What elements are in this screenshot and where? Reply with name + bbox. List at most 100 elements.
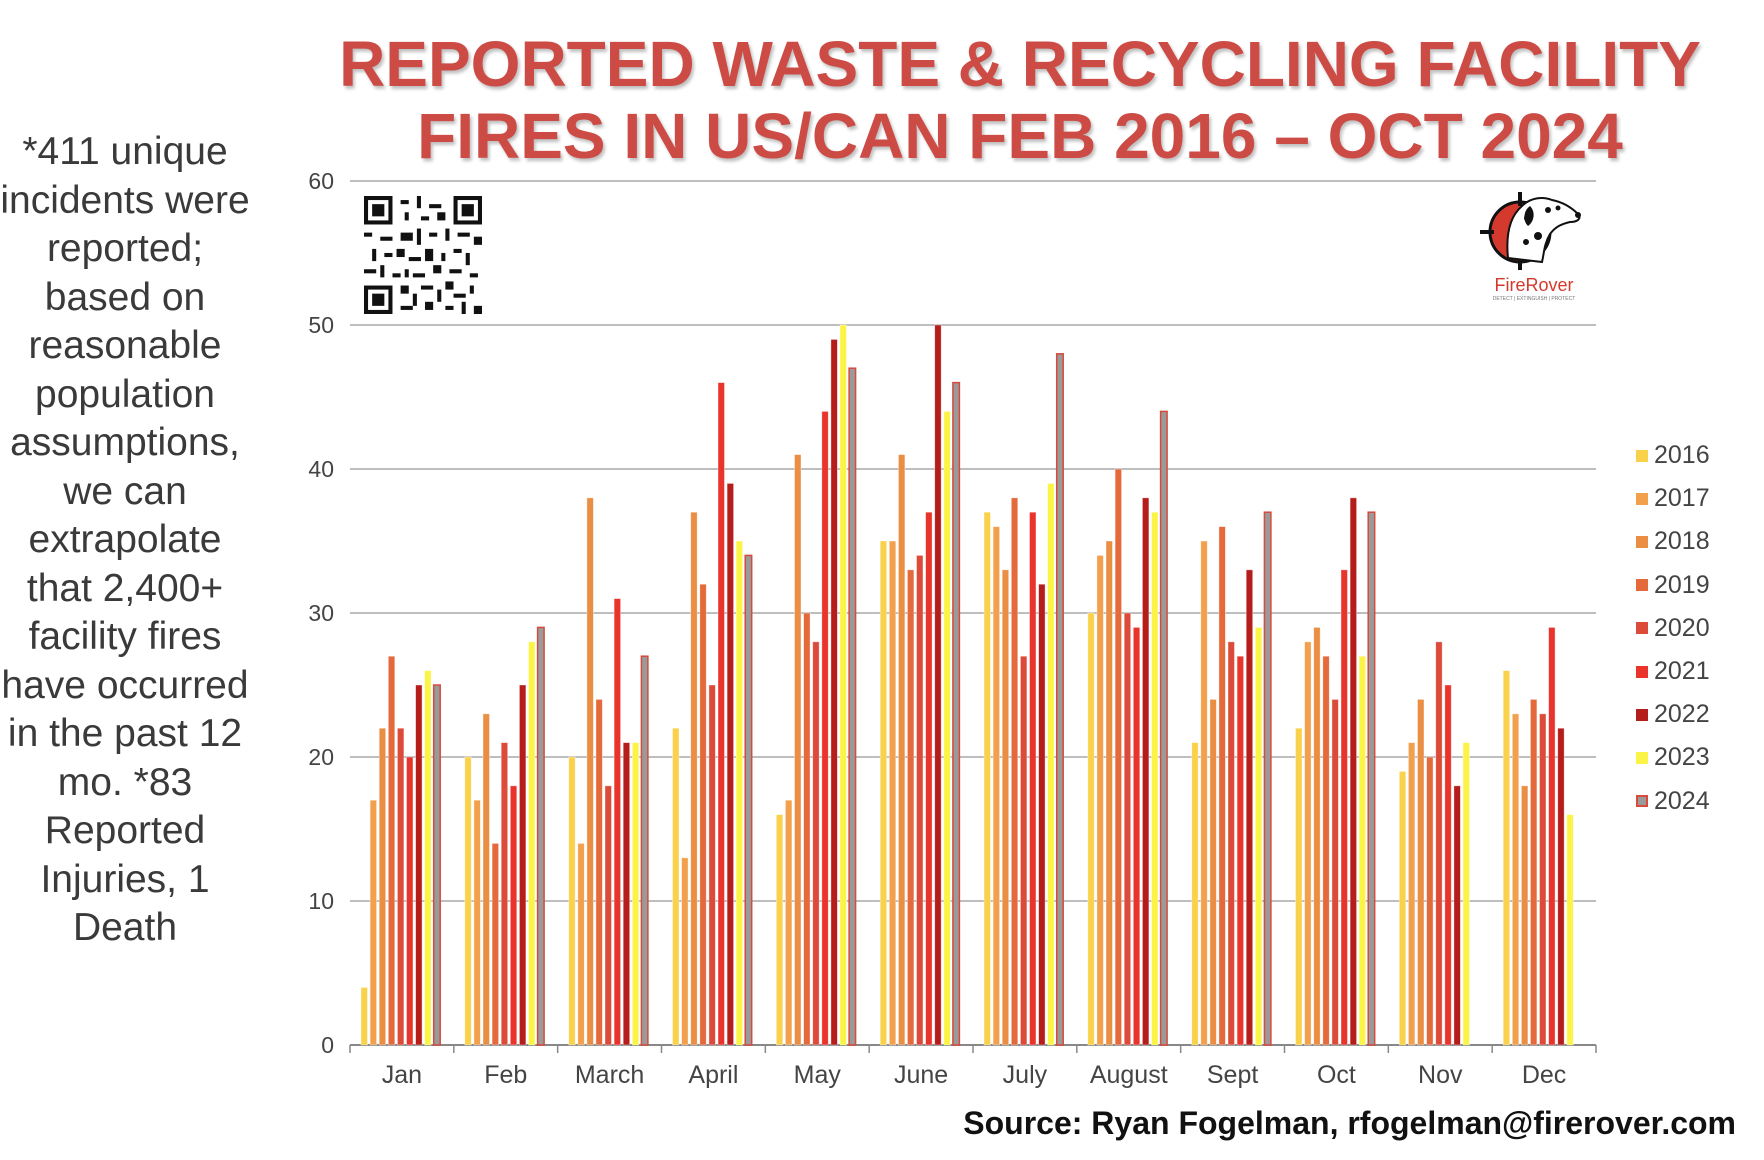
bar-july-2018 [1001,569,1010,1046]
x-tick-label: June [894,1061,948,1089]
x-tick-label: Jan [382,1061,422,1089]
bar-august-2016 [1087,612,1095,1046]
bar-feb-2017 [473,799,481,1046]
bar-may-2023 [839,324,847,1046]
bar-may-2019 [803,612,811,1046]
legend-swatch [1636,708,1648,721]
bar-june-2019 [907,569,915,1046]
legend-label: 2018 [1654,527,1710,556]
y-tick-label: 60 [308,168,334,194]
chart-title-line1: REPORTED WASTE & RECYCLING FACILITY [339,28,1701,100]
legend-label: 2016 [1654,441,1710,470]
legend-label: 2022 [1654,700,1710,729]
legend-item-2022: 2022 [1636,693,1710,736]
bar-dec-2017 [1511,713,1520,1046]
legend-label: 2017 [1654,484,1710,513]
bar-march-2018 [586,497,594,1046]
legend-swatch [1636,751,1648,764]
firerover-logo: FireRover DETECT | EXTINGUISH | PROTECT [1478,188,1590,306]
bar-june-2017 [888,540,897,1046]
bar-march-2020 [604,785,612,1046]
source-credit: Source: Ryan Fogelman, rfogelman@firerov… [963,1105,1736,1141]
bar-sept-2024 [1263,511,1272,1046]
legend-item-2023: 2023 [1636,736,1710,779]
bar-jan-2024 [432,684,441,1046]
bar-march-2016 [568,756,576,1046]
legend-item-2021: 2021 [1636,650,1710,693]
y-tick-label: 20 [308,744,334,770]
bar-sept-2021 [1236,655,1244,1046]
bar-jan-2016 [360,987,368,1046]
bar-march-2021 [613,598,621,1046]
bar-nov-2016 [1398,771,1407,1046]
chart-title: REPORTED WASTE & RECYCLING FACILITY FIRE… [330,28,1710,172]
bar-dec-2022 [1557,727,1565,1046]
bar-dec-2021 [1548,627,1556,1046]
bar-sept-2016 [1191,742,1199,1046]
legend-item-2017: 2017 [1636,477,1710,520]
bar-oct-2018 [1313,627,1321,1046]
bar-feb-2021 [509,785,518,1046]
bar-sept-2017 [1200,540,1208,1046]
bar-april-2023 [735,540,743,1046]
bar-oct-2019 [1322,655,1330,1046]
x-tick-label: Dec [1522,1061,1566,1089]
bar-april-2016 [672,727,680,1046]
bar-april-2021 [717,382,725,1046]
bar-june-2023 [943,410,951,1046]
bar-feb-2022 [519,684,527,1046]
legend-item-2024: 2024 [1636,780,1710,823]
logo-tagline: DETECT | EXTINGUISH | PROTECT [1492,296,1576,302]
bar-feb-2018 [482,713,490,1046]
legend-swatch [1636,795,1648,808]
bar-april-2019 [699,583,707,1046]
bar-jan-2020 [396,727,405,1046]
y-tick-label: 50 [308,312,334,338]
bar-august-2018 [1105,540,1113,1046]
legend-swatch [1636,535,1648,548]
bar-sept-2018 [1209,699,1217,1046]
bar-march-2022 [622,742,631,1046]
bar-dec-2020 [1539,713,1547,1046]
bar-june-2020 [916,555,924,1046]
bar-may-2020 [812,641,820,1046]
bar-oct-2016 [1295,727,1303,1046]
legend-label: 2024 [1654,786,1710,815]
bar-may-2024 [848,367,857,1046]
bar-jan-2018 [378,727,387,1046]
bar-nov-2018 [1417,699,1425,1046]
bar-june-2021 [925,511,933,1046]
bar-july-2023 [1047,482,1055,1046]
logo-text: FireRover [1494,275,1574,295]
bar-feb-2020 [500,742,509,1046]
bar-july-2020 [1020,655,1028,1046]
legend-swatch [1636,579,1648,592]
bar-may-2018 [794,454,802,1046]
legend-label: 2020 [1654,613,1710,642]
bar-nov-2020 [1435,641,1443,1046]
x-tick-label: Nov [1418,1061,1463,1089]
bar-chart: 0 10 20 30 40 50 60 Jan Feb March April May June Jul… [308,168,1597,1089]
bar-nov-2021 [1444,684,1452,1046]
bar-july-2019 [1010,497,1019,1046]
y-axis-ticks: 0 10 20 30 40 50 60 [308,168,334,1058]
bar-feb-2023 [528,641,536,1046]
bar-july-2022 [1038,583,1046,1046]
x-axis-labels: Jan Feb March April May June July August Sept Oct… [349,1045,1597,1089]
bar-august-2020 [1123,612,1132,1046]
bar-jan-2023 [424,670,432,1046]
bar-june-2018 [898,454,906,1046]
x-tick-label: Sept [1207,1061,1258,1089]
bar-april-2017 [681,857,689,1046]
bar-dec-2016 [1502,670,1511,1046]
bar-sept-2022 [1245,569,1254,1046]
bar-august-2019 [1114,468,1122,1046]
bar-nov-2019 [1426,756,1434,1046]
x-tick-label: April [688,1061,738,1089]
y-tick-label: 40 [308,456,334,482]
bar-march-2023 [631,742,640,1046]
bar-nov-2017 [1408,742,1416,1046]
bar-feb-2024 [536,626,545,1046]
bar-nov-2022 [1453,785,1461,1046]
bar-jan-2017 [369,799,378,1046]
